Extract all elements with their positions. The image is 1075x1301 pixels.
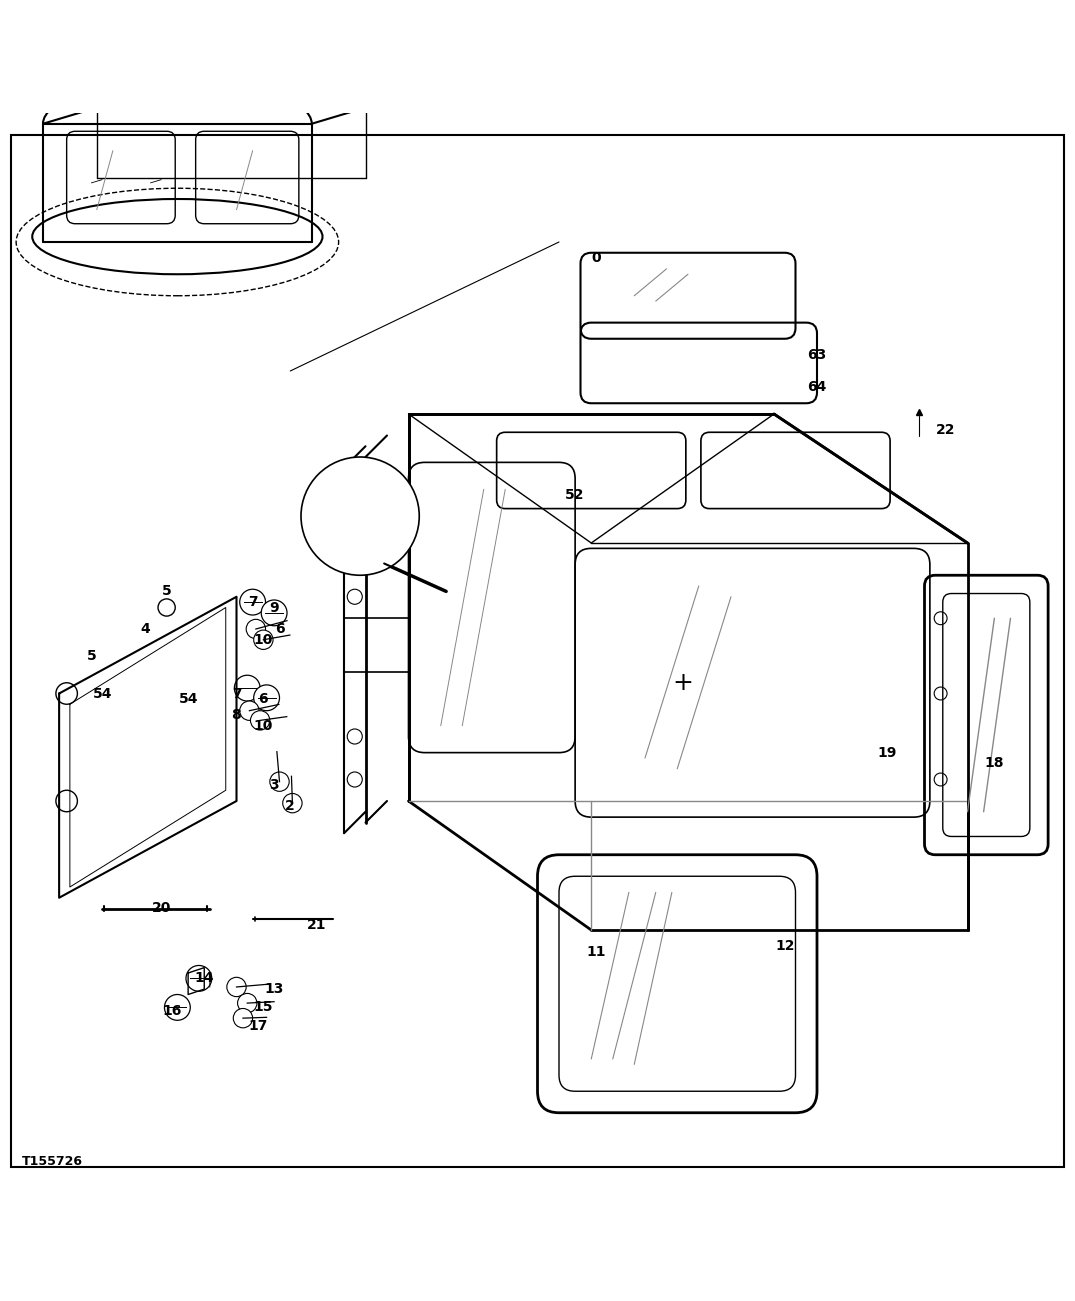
- Text: 7: 7: [232, 687, 241, 700]
- Text: 5: 5: [161, 584, 172, 598]
- Circle shape: [164, 994, 190, 1020]
- Text: 10: 10: [254, 718, 273, 732]
- Text: 21: 21: [307, 917, 327, 932]
- Text: 6: 6: [259, 692, 268, 706]
- Text: +: +: [672, 671, 693, 695]
- Text: 52: 52: [565, 488, 585, 502]
- Circle shape: [250, 710, 270, 730]
- Text: 8: 8: [231, 708, 242, 722]
- Circle shape: [301, 457, 419, 575]
- Circle shape: [233, 1008, 253, 1028]
- Circle shape: [261, 600, 287, 626]
- Circle shape: [283, 794, 302, 813]
- Text: 88: 88: [350, 520, 370, 533]
- Circle shape: [313, 506, 332, 526]
- Text: 63: 63: [807, 347, 827, 362]
- Circle shape: [270, 771, 289, 791]
- Circle shape: [227, 977, 246, 997]
- Text: 13: 13: [264, 982, 284, 997]
- Text: 54: 54: [92, 687, 112, 700]
- Text: 19: 19: [877, 745, 897, 760]
- Text: 9: 9: [270, 601, 278, 614]
- Text: 64: 64: [807, 380, 827, 394]
- Text: T155726: T155726: [22, 1154, 83, 1167]
- Text: 22: 22: [936, 423, 956, 437]
- Text: 5: 5: [86, 649, 97, 664]
- Text: 18: 18: [985, 756, 1004, 770]
- Text: 20: 20: [152, 902, 171, 916]
- Text: 6: 6: [275, 622, 284, 636]
- Text: 17: 17: [248, 1019, 268, 1033]
- Text: 12: 12: [775, 939, 794, 954]
- Text: 87: 87: [383, 526, 402, 539]
- Text: 11: 11: [587, 945, 606, 959]
- Circle shape: [246, 619, 266, 639]
- Circle shape: [240, 589, 266, 615]
- Text: 2: 2: [285, 799, 296, 813]
- Text: 0: 0: [592, 251, 601, 265]
- Text: 15: 15: [254, 1000, 273, 1015]
- Circle shape: [238, 994, 257, 1012]
- Circle shape: [254, 630, 273, 649]
- Text: 10: 10: [254, 632, 273, 647]
- Circle shape: [240, 701, 259, 721]
- Text: 14: 14: [195, 972, 214, 985]
- Circle shape: [234, 675, 260, 701]
- Text: 16: 16: [162, 1003, 182, 1017]
- Circle shape: [186, 965, 212, 991]
- Text: 7: 7: [248, 595, 257, 609]
- Circle shape: [254, 684, 280, 710]
- Text: 3: 3: [270, 778, 278, 792]
- FancyBboxPatch shape: [11, 134, 1064, 1167]
- Text: 54: 54: [178, 692, 198, 706]
- Text: 4: 4: [140, 622, 150, 636]
- Text: |: |: [207, 976, 212, 987]
